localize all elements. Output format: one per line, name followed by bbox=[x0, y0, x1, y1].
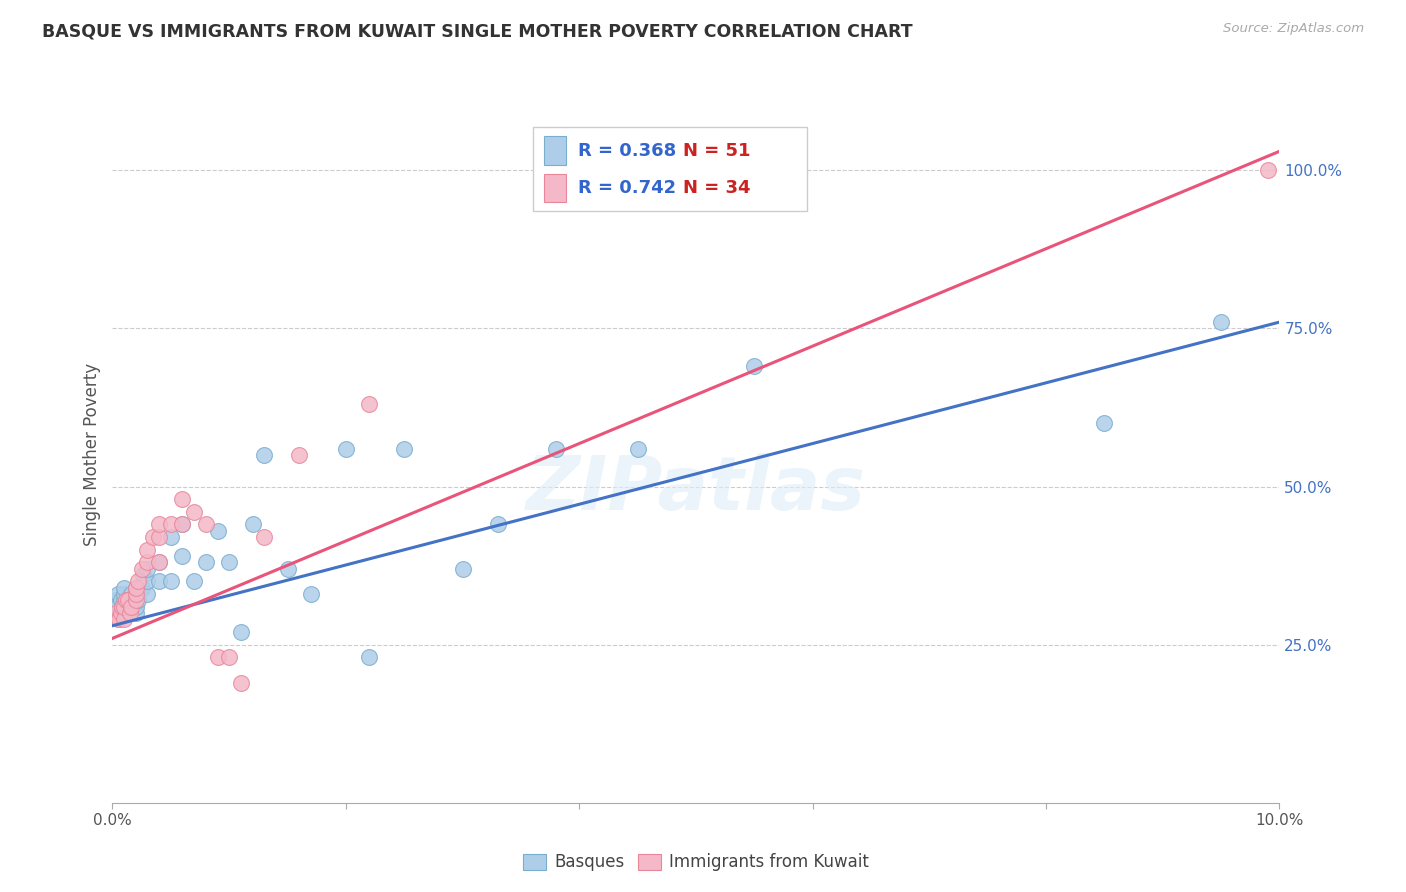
Point bbox=[1209, 315, 1232, 329]
Text: Source: ZipAtlas.com: Source: ZipAtlas.com bbox=[1223, 22, 1364, 36]
Point bbox=[136, 542, 159, 557]
Point bbox=[183, 574, 205, 589]
Point bbox=[359, 650, 381, 665]
Point bbox=[125, 581, 148, 595]
Point bbox=[104, 593, 127, 607]
Point bbox=[108, 612, 131, 626]
Point bbox=[108, 606, 131, 620]
Point bbox=[125, 599, 148, 614]
Point bbox=[218, 556, 240, 570]
Point bbox=[172, 492, 194, 507]
Point bbox=[148, 530, 170, 544]
Point bbox=[160, 574, 183, 589]
Point bbox=[136, 556, 159, 570]
Text: N = 34: N = 34 bbox=[683, 179, 751, 197]
Point bbox=[136, 562, 159, 576]
Point bbox=[117, 593, 139, 607]
Point bbox=[131, 562, 153, 576]
Point bbox=[125, 606, 148, 620]
Point bbox=[194, 517, 217, 532]
Text: N = 51: N = 51 bbox=[683, 142, 751, 160]
Point bbox=[172, 517, 194, 532]
Point bbox=[299, 587, 322, 601]
Point bbox=[229, 625, 252, 640]
Point bbox=[136, 574, 159, 589]
Point bbox=[136, 587, 159, 601]
Point bbox=[125, 593, 148, 607]
Point bbox=[122, 593, 145, 607]
Point bbox=[253, 530, 276, 544]
Point bbox=[111, 599, 134, 614]
Point bbox=[112, 599, 135, 614]
Point bbox=[120, 599, 142, 614]
Point bbox=[451, 562, 474, 576]
Point bbox=[148, 517, 170, 532]
Point bbox=[486, 517, 509, 532]
Point bbox=[742, 359, 765, 374]
Point bbox=[127, 593, 149, 607]
Point bbox=[132, 568, 155, 582]
Point bbox=[392, 442, 416, 456]
Point bbox=[107, 612, 129, 626]
Point bbox=[160, 517, 183, 532]
Point bbox=[127, 574, 149, 589]
Point bbox=[359, 397, 381, 411]
Point bbox=[242, 517, 264, 532]
Point bbox=[276, 562, 298, 576]
Point bbox=[115, 606, 138, 620]
Point bbox=[118, 606, 141, 620]
Y-axis label: Single Mother Poverty: Single Mother Poverty bbox=[83, 363, 101, 547]
Point bbox=[544, 442, 567, 456]
Point bbox=[118, 599, 141, 614]
Point bbox=[626, 442, 648, 456]
Point bbox=[172, 549, 194, 563]
Point bbox=[125, 581, 148, 595]
Point bbox=[1092, 417, 1115, 431]
Point bbox=[112, 612, 135, 626]
Point bbox=[207, 524, 229, 538]
Point bbox=[112, 599, 135, 614]
Point bbox=[172, 517, 194, 532]
Point bbox=[111, 599, 134, 614]
Point bbox=[131, 581, 153, 595]
Point bbox=[148, 556, 170, 570]
Point bbox=[160, 530, 183, 544]
Point bbox=[183, 505, 205, 519]
Point bbox=[112, 581, 135, 595]
Point bbox=[1257, 163, 1279, 178]
Point bbox=[148, 574, 170, 589]
Point bbox=[120, 587, 142, 601]
Point bbox=[125, 587, 148, 601]
Point bbox=[335, 442, 357, 456]
Text: R = 0.742: R = 0.742 bbox=[578, 179, 676, 197]
Point bbox=[288, 448, 311, 462]
Point bbox=[207, 650, 229, 665]
Point bbox=[125, 587, 148, 601]
Point bbox=[194, 556, 217, 570]
Point bbox=[104, 606, 127, 620]
Point bbox=[115, 593, 138, 607]
Point bbox=[112, 593, 135, 607]
Point bbox=[110, 593, 132, 607]
Point bbox=[218, 650, 240, 665]
Point bbox=[112, 587, 135, 601]
Point bbox=[110, 606, 132, 620]
Point bbox=[105, 599, 128, 614]
Point bbox=[142, 530, 165, 544]
Text: ZIPatlas: ZIPatlas bbox=[526, 453, 866, 526]
Point bbox=[148, 556, 170, 570]
Legend: Basques, Immigrants from Kuwait: Basques, Immigrants from Kuwait bbox=[516, 847, 876, 878]
Point bbox=[107, 587, 129, 601]
Point bbox=[118, 593, 141, 607]
Point bbox=[229, 675, 252, 690]
Text: R = 0.368: R = 0.368 bbox=[578, 142, 676, 160]
Point bbox=[117, 599, 139, 614]
Point bbox=[253, 448, 276, 462]
Text: BASQUE VS IMMIGRANTS FROM KUWAIT SINGLE MOTHER POVERTY CORRELATION CHART: BASQUE VS IMMIGRANTS FROM KUWAIT SINGLE … bbox=[42, 22, 912, 40]
